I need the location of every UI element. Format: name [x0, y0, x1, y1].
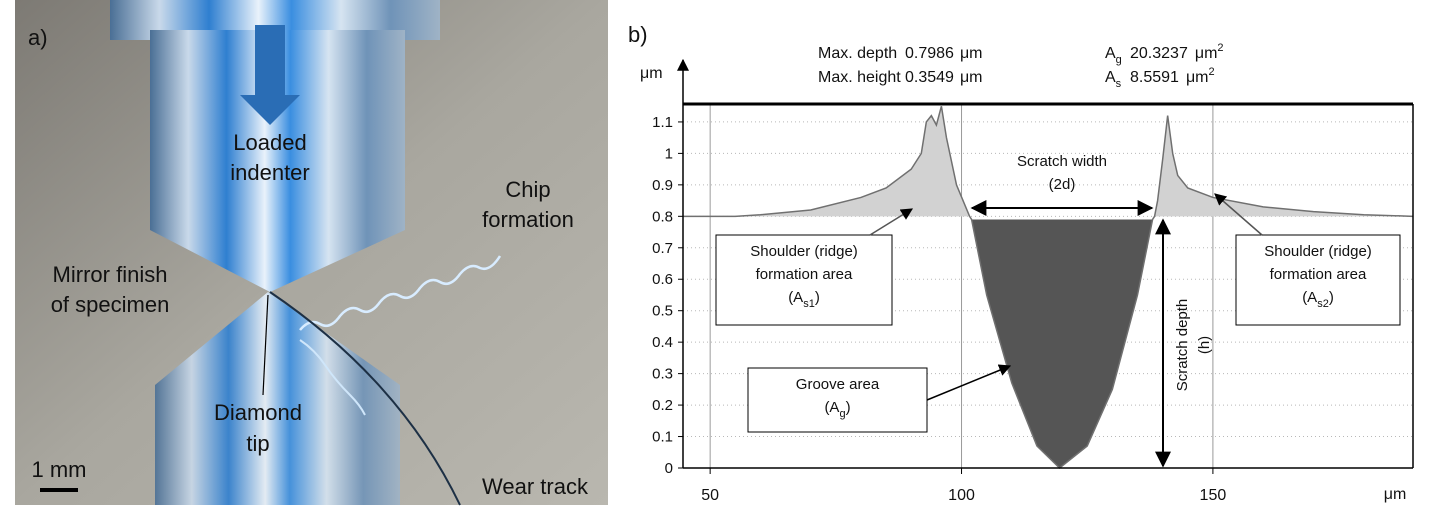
load-arrow	[240, 25, 300, 125]
stat-label: Max. depth	[818, 45, 897, 62]
y-tick-label: 0.7	[652, 240, 673, 257]
y-tick-label: 0.6	[652, 271, 673, 288]
indenter-label: indenter	[230, 160, 310, 185]
tip-pointer	[262, 294, 269, 396]
scale-label: 1 mm	[32, 457, 87, 482]
annotation-box	[715, 234, 893, 326]
stat-symbol: A	[1105, 45, 1116, 62]
annotation-text: formation area	[1270, 266, 1367, 283]
stat: Max. depth 0.7986 μm	[818, 45, 982, 62]
panel-label: a)	[28, 25, 48, 50]
annotation-symbol: (A	[824, 399, 839, 416]
stat: As 8.5591 μm2	[1105, 66, 1215, 90]
annotation-text: (As1)	[788, 289, 820, 310]
stat-sub: g	[1116, 54, 1122, 66]
annotation-sub: s2	[1317, 298, 1329, 310]
stat: Max. height 0.3549 μm	[818, 69, 982, 86]
stat-sup: 2	[1217, 42, 1223, 54]
y-tick-label: 0.2	[652, 397, 673, 414]
stat-value: 0.7986	[905, 45, 954, 62]
annotation-symbol: (A	[1302, 289, 1317, 306]
annotation-text: Shoulder (ridge)	[750, 243, 858, 260]
x-axis-label: μm	[1384, 486, 1407, 503]
indenter-cone	[150, 230, 405, 292]
wear-track-line	[269, 291, 461, 506]
y-axis-label: μm	[640, 65, 663, 82]
annotation-box	[747, 367, 928, 433]
stat-value: 0.3549	[905, 69, 954, 86]
tip-label: tip	[246, 431, 269, 456]
shoulder-area	[683, 106, 970, 217]
chart-panel: b) μm μm 0 0.1 0.2 0.3 0.4 0.5 0.6 0.7 0.8 0.9 1 1.…	[628, 22, 1414, 504]
y-tick-label: 1.1	[652, 114, 673, 131]
stat-unit: μm	[960, 69, 983, 86]
shoulder-area	[1154, 115, 1413, 217]
profile-line	[683, 106, 1414, 469]
annotation-close: )	[1329, 289, 1334, 306]
pointer-arrow	[926, 364, 1012, 401]
chip-label: Chip	[505, 177, 550, 202]
y-tick-label: 0.1	[652, 429, 673, 446]
y-tick-label: 0.8	[652, 208, 673, 225]
stat-value: 8.5591	[1130, 69, 1179, 86]
chip-label: formation	[482, 207, 574, 232]
annotation-close: )	[815, 289, 820, 306]
pointer-arrow	[1214, 193, 1263, 236]
width-label: Scratch width	[1017, 153, 1107, 170]
y-tick-label: 0.5	[652, 303, 673, 320]
y-tick-label: 0	[665, 460, 673, 477]
pointer-arrow	[869, 208, 914, 236]
annotation-symbol: (A	[788, 289, 803, 306]
annotation-sub: g	[839, 408, 845, 420]
annotation-sub: s1	[803, 298, 815, 310]
annotation-close: )	[846, 399, 851, 416]
width-label: (2d)	[1049, 176, 1076, 193]
tip-label: Diamond	[214, 400, 302, 425]
stat-sup: 2	[1208, 66, 1214, 78]
annotation-text: Groove area	[796, 376, 880, 393]
annotation-box	[1235, 234, 1401, 326]
annotation-text: Shoulder (ridge)	[1264, 243, 1372, 260]
annotation-text: (Ag)	[824, 399, 850, 420]
wear-label: Wear track	[482, 474, 589, 499]
mirror-label: Mirror finish	[53, 262, 168, 287]
x-tick-label: 100	[948, 487, 975, 504]
chip-lower	[299, 339, 366, 416]
y-tick-label: 0.4	[652, 334, 673, 351]
chip	[299, 255, 502, 331]
stat-unit: μm	[1186, 69, 1209, 86]
stat-label: Max. height	[818, 69, 901, 86]
groove-area	[971, 219, 1153, 468]
annotation-text: formation area	[756, 266, 853, 283]
depth-label: (h)	[1196, 336, 1213, 354]
photo-panel: a) Loaded indenter Chip formation Mirror…	[15, 0, 608, 506]
stat-unit: μm	[1195, 45, 1218, 62]
x-tick-label: 150	[1200, 487, 1227, 504]
x-tick-label: 50	[701, 487, 719, 504]
stat: Ag 20.3237 μm2	[1105, 42, 1224, 66]
mirror-label: of specimen	[51, 292, 170, 317]
stat-sub: s	[1116, 78, 1122, 90]
indenter-label: Loaded	[233, 130, 306, 155]
stat-symbol: A	[1105, 69, 1116, 86]
panel-label: b)	[628, 22, 648, 47]
y-tick-label: 1	[665, 145, 673, 162]
annotation-text: (As2)	[1302, 289, 1334, 310]
y-tick-label: 0.3	[652, 366, 673, 383]
stat-value: 20.3237	[1130, 45, 1188, 62]
y-tick-label: 0.9	[652, 177, 673, 194]
depth-label: Scratch depth	[1174, 299, 1191, 392]
stat-unit: μm	[960, 45, 983, 62]
